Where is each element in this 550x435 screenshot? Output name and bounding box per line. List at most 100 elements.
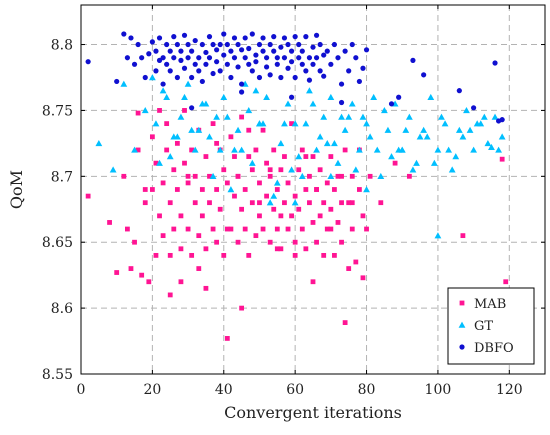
- dbfo-point: [199, 41, 205, 48]
- dbfo-point: [242, 55, 248, 61]
- mab-point: [182, 160, 187, 166]
- dbfo-point: [256, 74, 263, 81]
- dbfo-point: [292, 74, 298, 81]
- dbfo-point: [253, 52, 259, 58]
- mab-point: [499, 156, 505, 162]
- mab-point: [271, 206, 277, 212]
- mab-point: [232, 193, 237, 199]
- gt-point: [238, 146, 246, 153]
- dbfo-point: [249, 31, 255, 37]
- gt-point: [148, 74, 156, 81]
- mab-point: [174, 187, 180, 192]
- mab-point: [139, 272, 145, 278]
- mab-point: [142, 200, 148, 206]
- plot-frame: [80, 4, 546, 375]
- dbfo-point: [206, 55, 213, 61]
- dbfo-point: [346, 68, 352, 74]
- dbfo-point: [296, 55, 302, 61]
- dbfo-point: [321, 73, 327, 79]
- gt-point: [366, 133, 374, 140]
- dbfo-point: [239, 81, 245, 87]
- gt-point: [231, 146, 238, 153]
- mab-point: [278, 213, 284, 219]
- x-ticks: 0 20 40 60 80 100 120: [77, 5, 523, 398]
- mab-point: [264, 160, 269, 166]
- gt-point: [348, 100, 356, 107]
- mab-point: [125, 226, 130, 232]
- dbfo-point: [299, 61, 305, 67]
- mab-point: [339, 239, 344, 245]
- gt-point: [295, 153, 303, 160]
- mab-point: [185, 180, 191, 186]
- mab-point: [246, 154, 252, 159]
- mab-point: [285, 180, 291, 186]
- dbfo-point: [156, 57, 163, 63]
- dbfo-point: [235, 41, 241, 48]
- mab-point: [153, 252, 159, 258]
- gt-point: [473, 120, 481, 127]
- legend-label-gt: GT: [474, 319, 493, 334]
- dbfo-point: [224, 41, 230, 48]
- gt-point: [252, 87, 260, 94]
- dbfo-point: [174, 41, 180, 48]
- dbfo-point: [396, 94, 402, 100]
- gt-point: [163, 93, 171, 100]
- dbfo-point: [271, 48, 277, 54]
- mab-point: [267, 173, 273, 179]
- gt-point: [270, 192, 278, 199]
- mab-point: [271, 147, 277, 153]
- mab-point: [228, 226, 234, 232]
- mab-point: [267, 239, 273, 245]
- mab-point: [85, 193, 91, 199]
- dbfo-point: [224, 61, 230, 67]
- dbfo-point: [214, 47, 220, 53]
- mab-point: [285, 226, 291, 232]
- dbfo-point: [296, 41, 302, 48]
- mab-point: [339, 173, 344, 179]
- gt-point: [173, 133, 181, 140]
- dbfo-point: [217, 41, 223, 48]
- gt-point: [413, 159, 420, 166]
- dbfo-point: [214, 59, 220, 65]
- gt-point: [213, 113, 221, 120]
- mab-point: [378, 200, 384, 206]
- mab-point: [167, 292, 173, 298]
- gt-point: [156, 159, 163, 166]
- mab-point: [239, 206, 245, 212]
- gt-point: [323, 139, 331, 147]
- mab-point: [246, 252, 252, 258]
- gt-point: [398, 146, 406, 153]
- dbfo-point: [196, 68, 202, 74]
- mab-point: [249, 167, 255, 173]
- mab-point: [178, 246, 184, 252]
- mab-point: [203, 246, 209, 252]
- mab-point: [253, 147, 259, 153]
- x-tick-label: 40: [215, 382, 233, 398]
- mab-point: [210, 121, 216, 127]
- gt-point: [95, 139, 103, 147]
- mab-point: [310, 154, 316, 159]
- legend-label-dbfo: DBFO: [474, 341, 514, 356]
- dbfo-point: [278, 74, 284, 81]
- mab-point: [360, 213, 366, 219]
- mab-point: [149, 134, 155, 140]
- dbfo-point: [142, 74, 148, 81]
- dbfo-point: [178, 48, 184, 54]
- mab-point: [267, 167, 273, 173]
- dbfo-point: [146, 51, 152, 57]
- mab-point: [503, 279, 509, 285]
- gt-point: [352, 166, 360, 173]
- mab-point: [257, 213, 262, 219]
- mab-point: [242, 187, 248, 192]
- gt-point: [209, 172, 217, 180]
- mab-point: [239, 305, 245, 311]
- y-ticks: 8.55 8.6 8.65 8.7 8.75 8.8: [42, 38, 545, 383]
- gt-point: [341, 126, 349, 133]
- mab-point: [364, 226, 369, 232]
- gt-point: [438, 113, 445, 120]
- gt-point: [316, 133, 324, 140]
- mab-point: [282, 200, 287, 206]
- gt-point: [388, 153, 395, 160]
- mab-point: [224, 180, 230, 186]
